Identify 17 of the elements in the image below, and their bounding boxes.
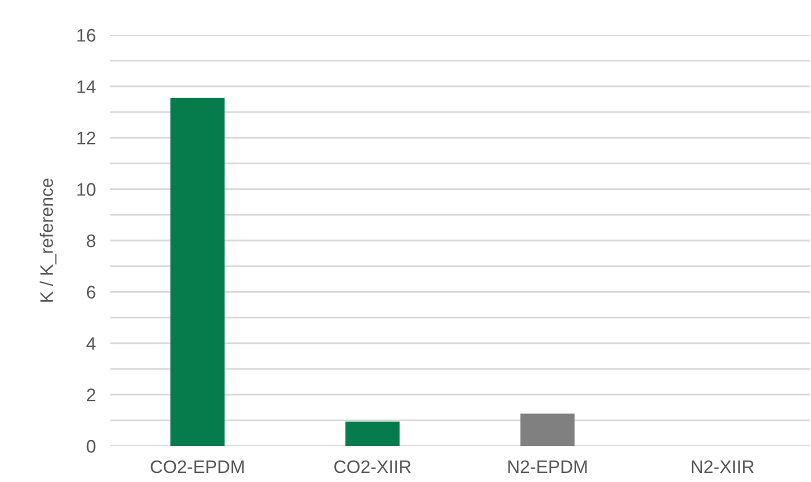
y-tick-label: 2 [86,388,96,402]
y-tick-label: 8 [86,234,96,248]
y-tick-label: 16 [77,28,96,42]
y-tick-label: 14 [77,80,96,93]
x-tick-label: CO2-EPDM [150,460,244,474]
bar [520,414,575,446]
y-tick-label: 4 [86,337,96,350]
bar [345,422,400,446]
y-tick-label: 12 [77,132,96,144]
y-axis-title: K / K_reference [40,178,56,302]
x-tick-label: N2-XIIR [692,460,754,473]
bar [170,98,225,446]
x-tick-label: CO2-XIIR [334,460,411,474]
y-tick-label: 0 [86,440,96,453]
x-tick-label: N2-EPDM [508,460,587,473]
y-tick-label: 6 [86,286,96,299]
y-tick-label: 10 [77,183,96,196]
